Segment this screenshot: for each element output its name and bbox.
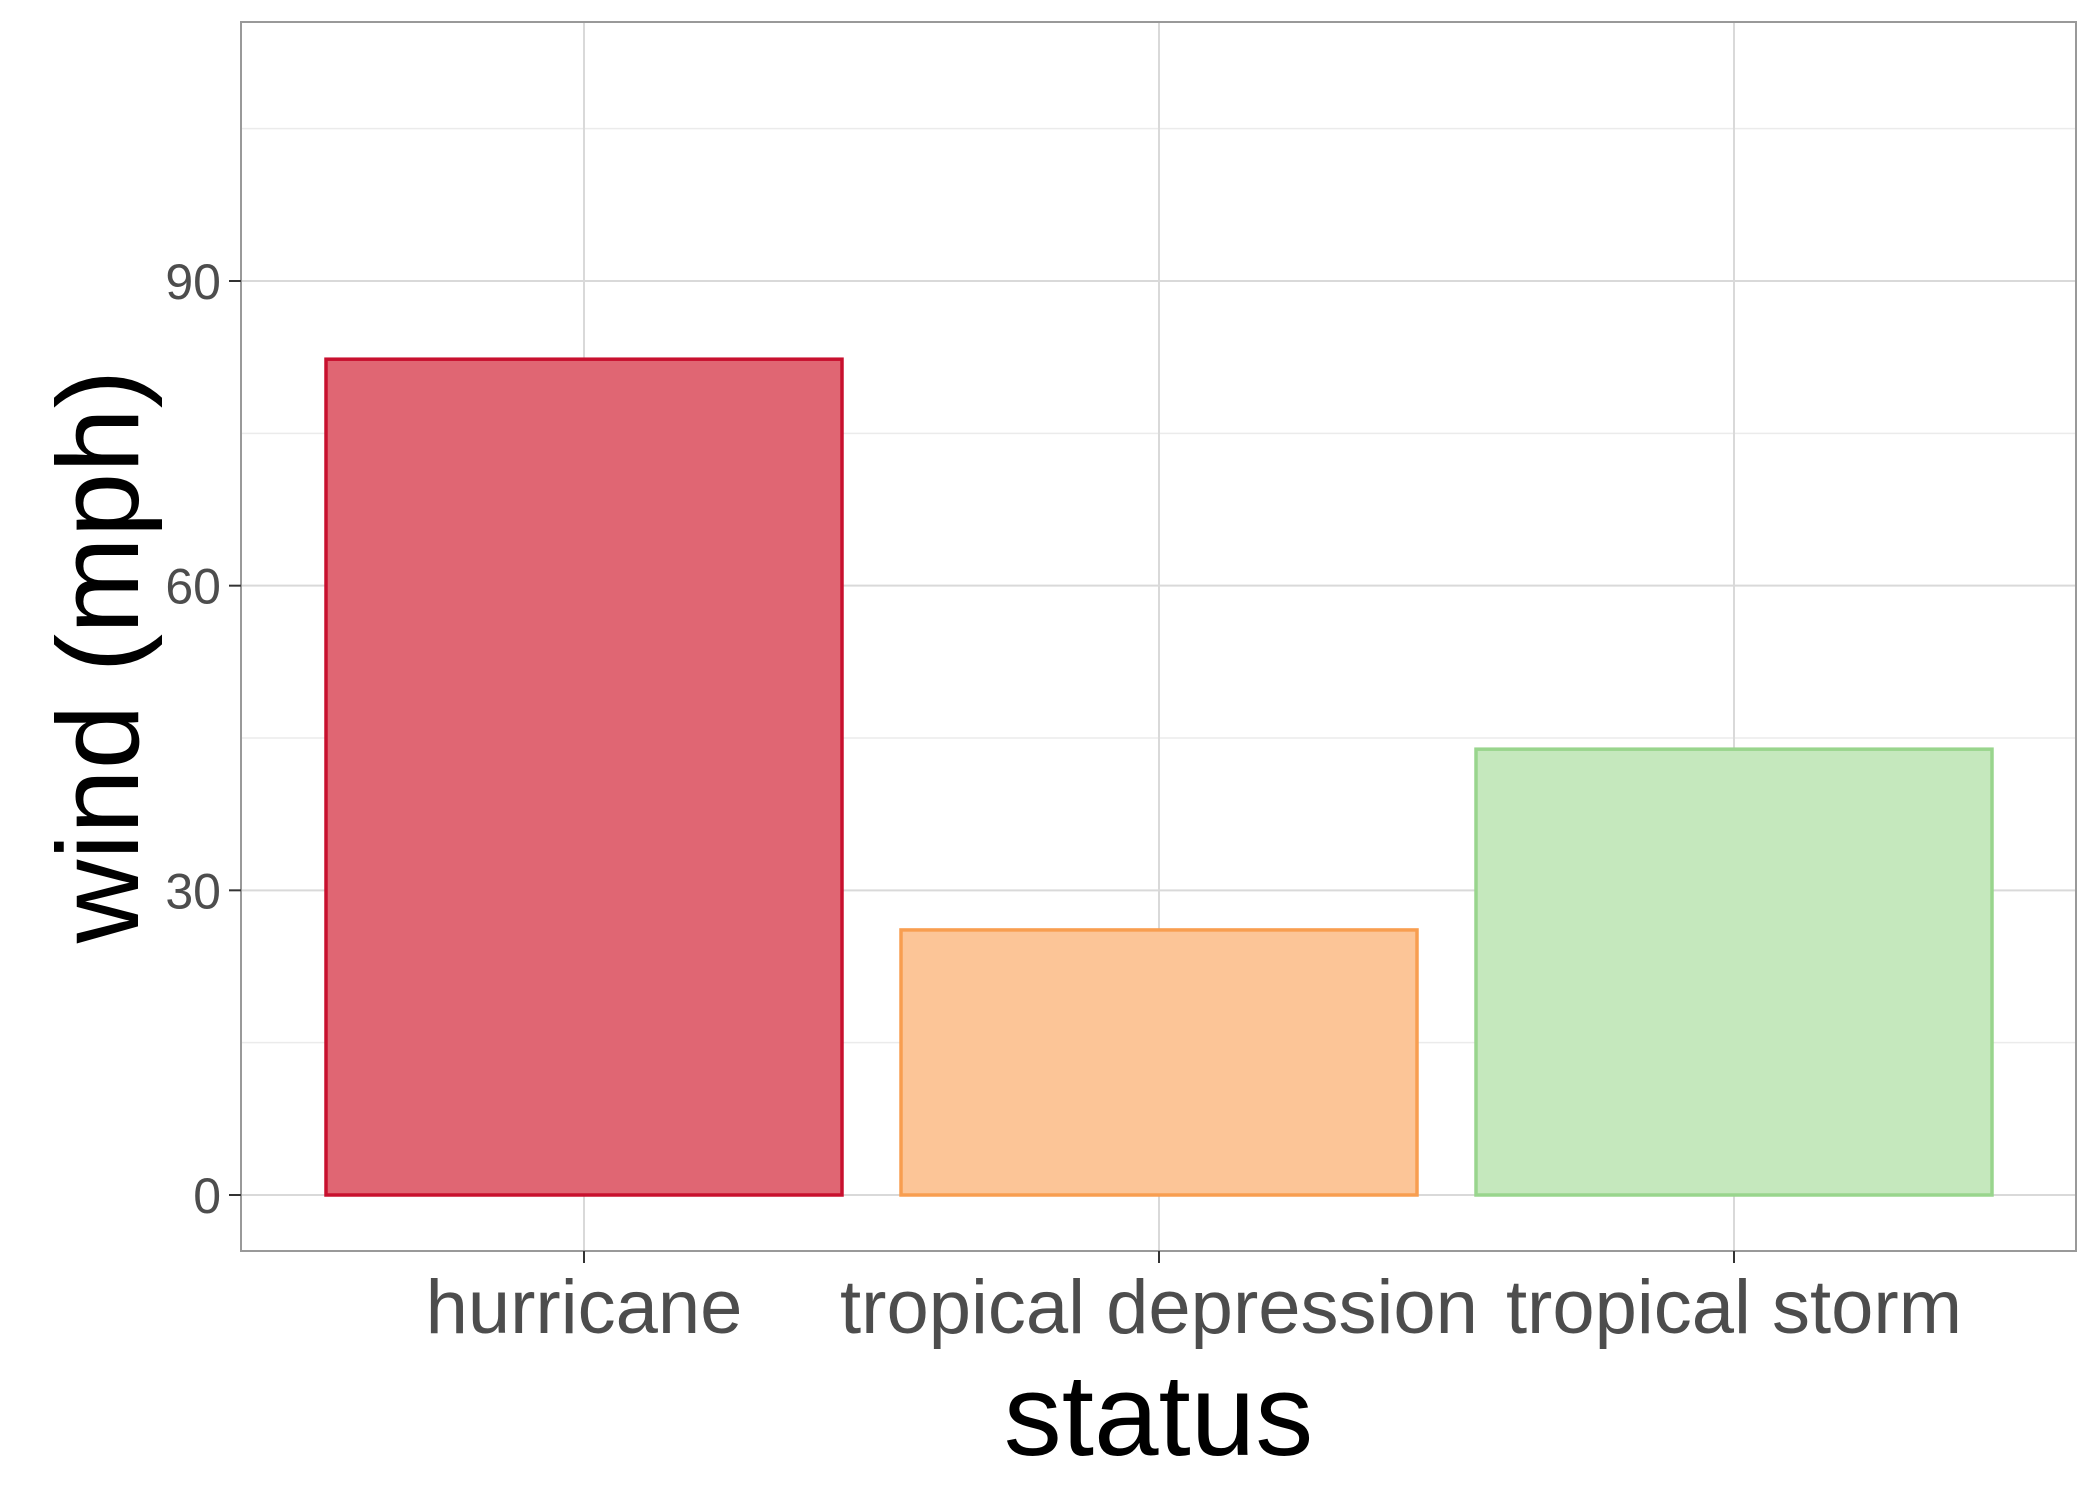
y-axis-title: wind (mph) bbox=[33, 370, 163, 945]
x-tick-label: tropical storm bbox=[1506, 1265, 1962, 1350]
y-tick-label: 0 bbox=[193, 1168, 221, 1224]
x-tick-label: hurricane bbox=[426, 1265, 743, 1350]
bar-hurricane bbox=[324, 357, 844, 1197]
y-tick-label: 60 bbox=[165, 559, 221, 615]
y-axis-ticks: 0 30 60 90 bbox=[165, 254, 241, 1224]
bar-tropical-storm bbox=[1474, 747, 1994, 1197]
y-tick-label: 30 bbox=[165, 863, 221, 919]
y-tick-label: 90 bbox=[165, 254, 221, 310]
x-axis-ticks: hurricane tropical depression tropical sto… bbox=[426, 1251, 1962, 1350]
x-axis-title: status bbox=[1004, 1350, 1313, 1480]
bar-tropical-depression bbox=[899, 928, 1419, 1197]
bars bbox=[324, 357, 1994, 1197]
x-tick-label: tropical depression bbox=[840, 1265, 1478, 1350]
